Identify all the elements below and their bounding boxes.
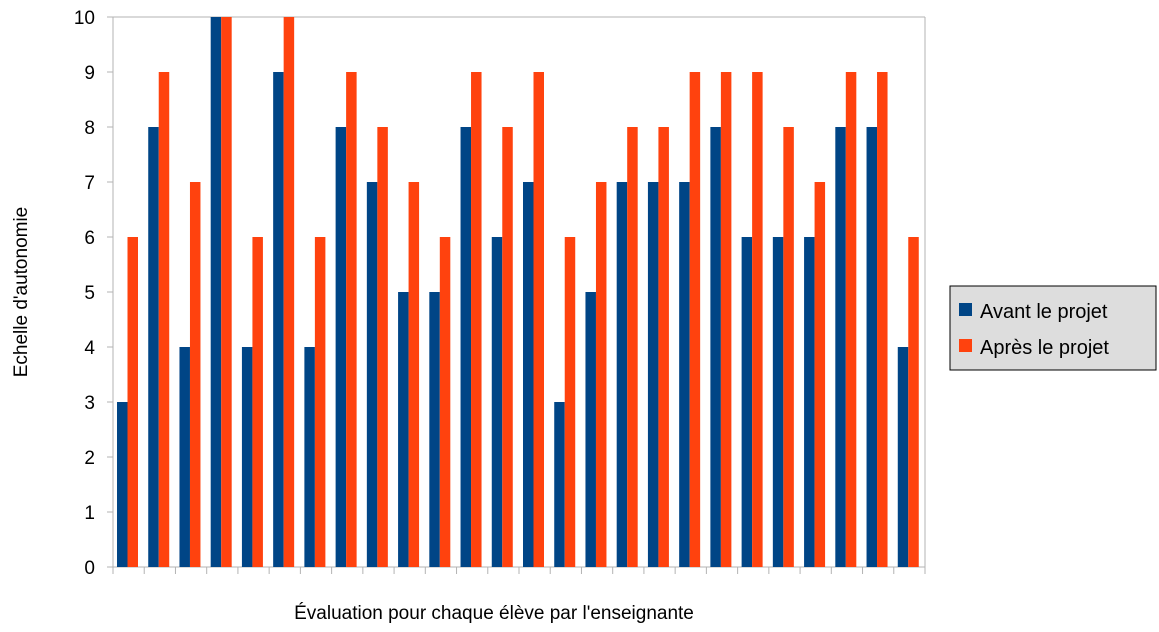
- y-tick-label: 8: [84, 118, 95, 139]
- bar-avant-16: [585, 292, 596, 567]
- bar-avant-20: [710, 127, 721, 567]
- bar-avant-22: [772, 237, 784, 567]
- bars: [117, 17, 919, 567]
- bar-apres-23: [814, 182, 826, 567]
- bar-apres-4: [221, 17, 232, 567]
- bar-apres-19: [689, 72, 701, 567]
- legend-swatch-avant: [959, 303, 972, 316]
- x-axis-title: Évaluation pour chaque élève par l'ensei…: [294, 603, 694, 624]
- bar-avant-19: [679, 182, 690, 567]
- bar-apres-21: [752, 72, 763, 567]
- bar-avant-23: [804, 237, 815, 567]
- bar-apres-7: [314, 237, 326, 567]
- bar-avant-17: [616, 182, 628, 567]
- bar-avant-18: [647, 182, 659, 567]
- y-tick-label: 6: [84, 228, 95, 249]
- bar-avant-1: [117, 402, 128, 567]
- bar-apres-22: [783, 127, 794, 567]
- y-axis-title: Echelle d'autonomie: [11, 207, 32, 378]
- bar-avant-24: [835, 127, 846, 567]
- bar-avant-25: [866, 127, 878, 567]
- legend-swatch-apres: [959, 339, 972, 352]
- bar-apres-17: [627, 127, 638, 567]
- y-tick-label: 5: [84, 283, 95, 304]
- bar-apres-10: [408, 182, 420, 567]
- bar-avant-3: [179, 347, 190, 567]
- bar-apres-26: [908, 237, 919, 567]
- bar-avant-21: [741, 237, 753, 567]
- bar-avant-15: [554, 402, 565, 567]
- bar-apres-18: [658, 127, 669, 567]
- bar-apres-14: [533, 72, 544, 567]
- bar-avant-13: [491, 237, 503, 567]
- bar-avant-11: [429, 292, 440, 567]
- bar-avant-14: [523, 182, 534, 567]
- bar-apres-15: [564, 237, 576, 567]
- bar-apres-5: [252, 237, 263, 567]
- y-axis-ticks: 0 1 2 3 4 5 6 7 8 9 10: [74, 8, 113, 579]
- bar-apres-16: [595, 182, 607, 567]
- y-tick-label: 9: [84, 63, 95, 84]
- bar-avant-8: [335, 127, 347, 567]
- x-axis-ticks: [112, 567, 926, 574]
- legend-label-avant: Avant le projet: [980, 301, 1108, 323]
- bar-apres-20: [720, 72, 732, 567]
- bar-avant-6: [273, 72, 284, 567]
- bar-apres-9: [377, 127, 388, 567]
- bar-avant-5: [241, 347, 253, 567]
- bar-apres-1: [127, 237, 138, 567]
- bar-apres-11: [439, 237, 451, 567]
- bar-avant-12: [460, 127, 472, 567]
- y-tick-label: 10: [74, 8, 95, 29]
- bar-avant-2: [148, 127, 159, 567]
- bar-avant-9: [366, 182, 378, 567]
- y-tick-label: 1: [84, 503, 95, 524]
- bar-avant-10: [398, 292, 409, 567]
- legend-label-apres: Après le projet: [980, 337, 1109, 359]
- y-tick-label: 7: [84, 173, 95, 194]
- y-tick-label: 0: [84, 558, 95, 579]
- bar-apres-3: [189, 182, 201, 567]
- y-tick-label: 3: [84, 393, 95, 414]
- bar-avant-4: [210, 17, 222, 567]
- bar-avant-26: [897, 347, 909, 567]
- bar-apres-2: [158, 72, 170, 567]
- bar-apres-25: [877, 72, 888, 567]
- bar-apres-6: [283, 17, 295, 567]
- bar-apres-13: [502, 127, 513, 567]
- legend: Avant le projet Après le projet: [949, 285, 1157, 371]
- y-tick-label: 2: [84, 448, 95, 469]
- bar-apres-8: [346, 72, 357, 567]
- legend-box: [949, 285, 1157, 371]
- bar-apres-12: [471, 72, 482, 567]
- bar-avant-7: [304, 347, 315, 567]
- bar-apres-24: [845, 72, 857, 567]
- y-tick-label: 4: [84, 338, 95, 359]
